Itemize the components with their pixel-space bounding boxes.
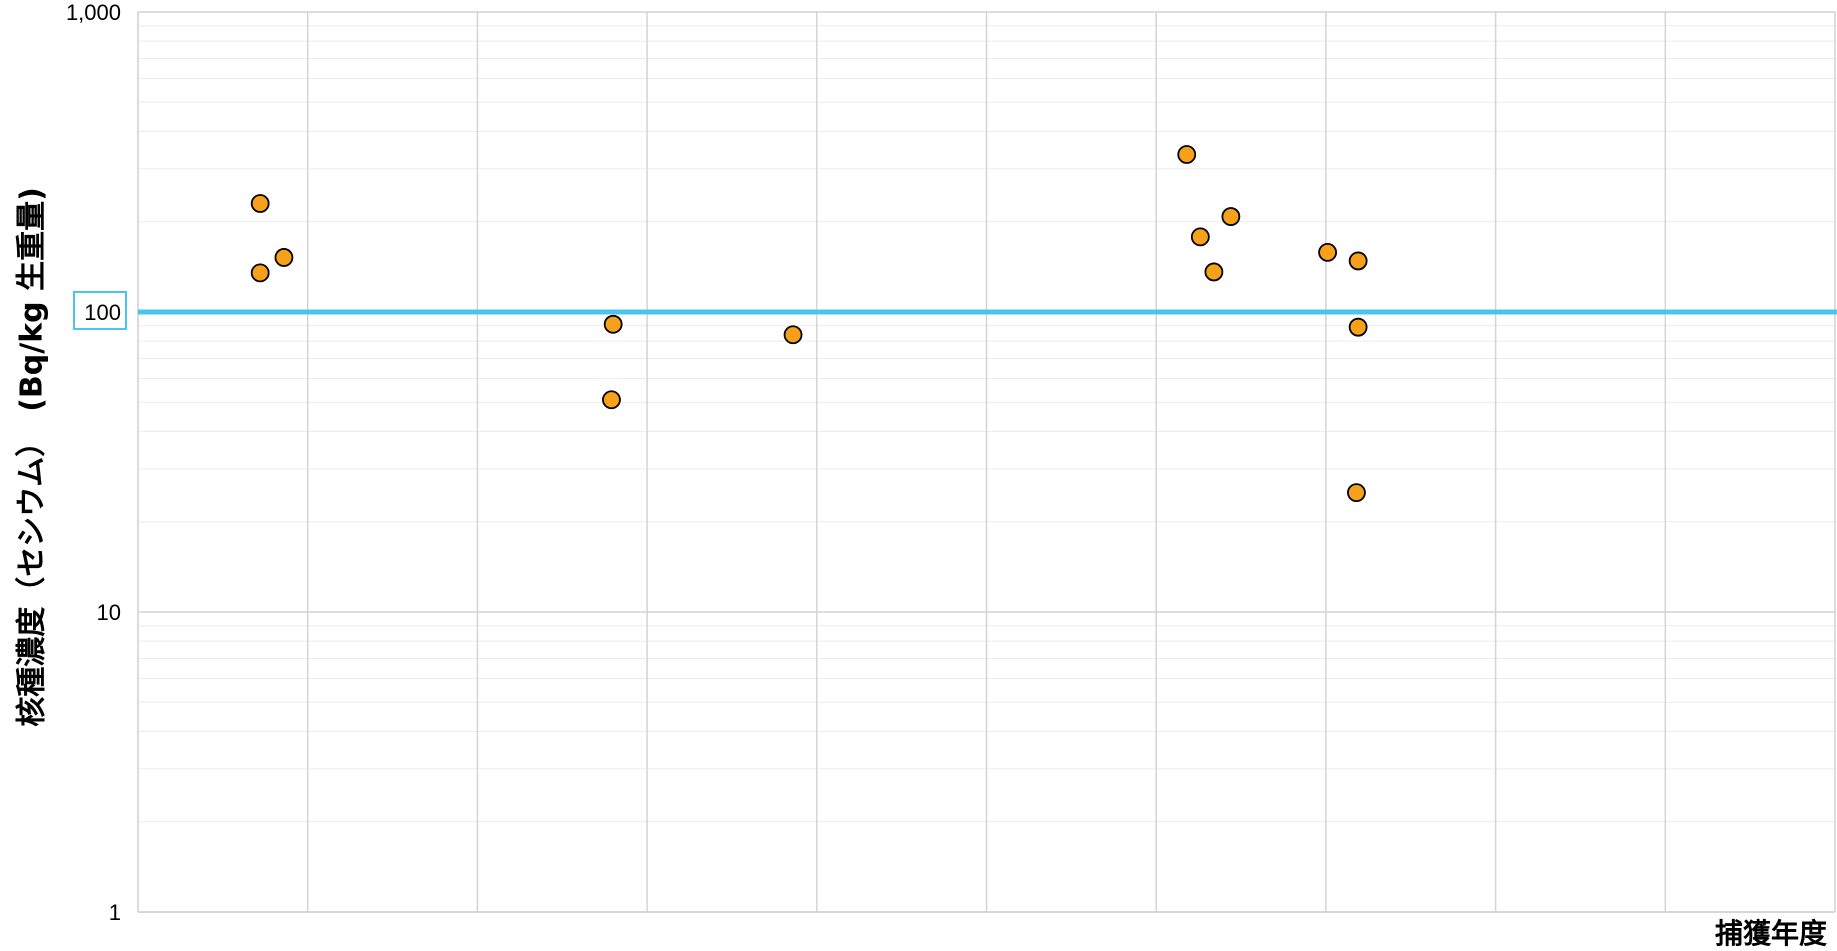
scatter-points xyxy=(250,145,1368,503)
y-tick-label: 10 xyxy=(97,600,121,625)
data-point xyxy=(1348,251,1368,271)
data-point xyxy=(1221,207,1241,226)
y-axis-title: 核種濃度（セシウム） (Bq/kg 生重量) xyxy=(15,187,50,727)
y-tick-labels: 1 10 100 1,000 xyxy=(66,0,121,925)
reference-label-box xyxy=(73,291,127,330)
data-point xyxy=(1190,227,1210,247)
data-point xyxy=(1347,483,1366,503)
data-point xyxy=(250,263,270,283)
major-gridlines xyxy=(137,11,1836,913)
y-tick-label: 1 xyxy=(109,900,121,925)
y-tick-label: 1,000 xyxy=(66,0,121,25)
data-point xyxy=(1348,317,1368,337)
data-point xyxy=(1177,145,1197,164)
reference-line-group xyxy=(73,291,1837,330)
data-point xyxy=(783,325,803,345)
data-point xyxy=(1204,262,1224,282)
data-point xyxy=(1318,243,1337,262)
data-point xyxy=(250,194,270,213)
data-point xyxy=(602,390,621,410)
data-point xyxy=(603,314,623,334)
x-axis-title: 捕獲年度 xyxy=(1715,917,1827,950)
y-tick-label: 100 xyxy=(84,300,121,325)
data-point xyxy=(274,248,294,267)
